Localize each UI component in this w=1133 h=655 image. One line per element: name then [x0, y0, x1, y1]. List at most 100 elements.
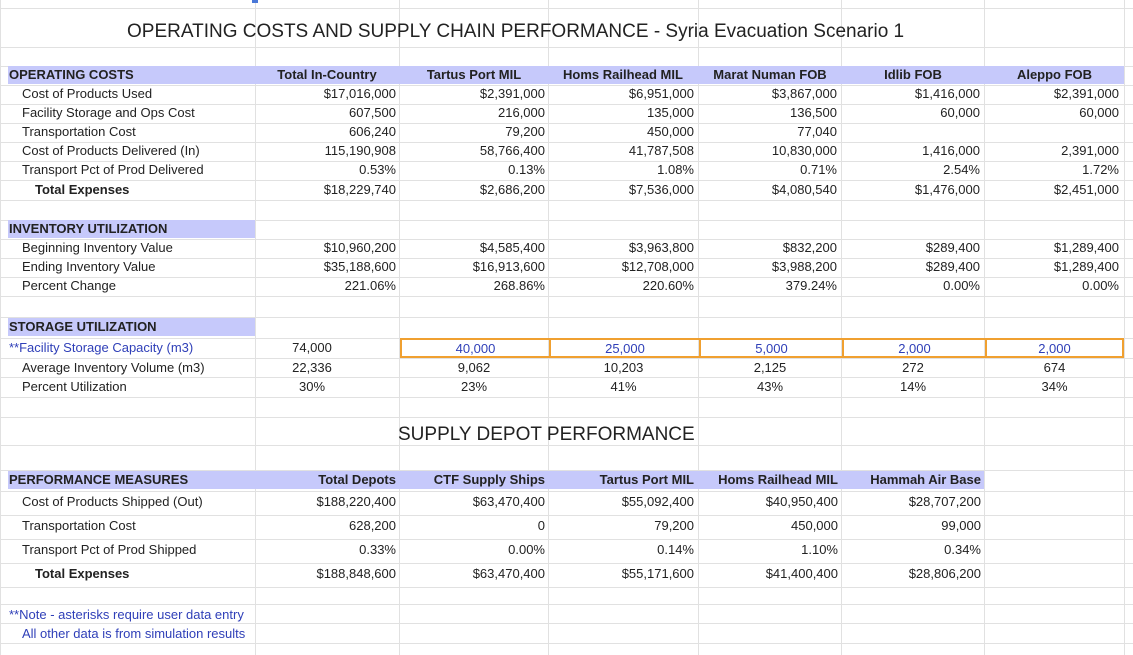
data-cell: $3,988,200: [771, 259, 837, 274]
data-cell: 1.08%: [657, 162, 694, 177]
row-label: Total Expenses: [35, 566, 130, 581]
data-cell: $17,016,000: [323, 86, 396, 101]
data-cell: 268.86%: [493, 278, 545, 293]
cell-cursor-marker: [252, 0, 258, 3]
data-cell: $3,867,000: [771, 86, 837, 101]
capacity-input-cell[interactable]: 2,000: [842, 338, 985, 358]
row-label: Transport Pct of Prod Shipped: [22, 542, 197, 557]
data-cell: 43%: [756, 379, 784, 394]
data-cell: 58,766,400: [479, 143, 545, 158]
data-cell: $3,963,800: [628, 240, 694, 255]
data-cell: $63,470,400: [472, 494, 545, 509]
data-cell: [842, 123, 980, 141]
data-cell: 379.24%: [785, 278, 837, 293]
data-cell: $41,400,400: [765, 566, 838, 581]
data-cell: $12,708,000: [621, 259, 694, 274]
data-cell: $2,391,000: [479, 86, 545, 101]
data-cell: $55,092,400: [621, 494, 694, 509]
data-cell: 23%: [460, 379, 488, 394]
data-cell: 0.34%: [944, 542, 981, 557]
col-header-6: Aleppo FOB: [1016, 67, 1093, 82]
data-cell: 0.00%: [1082, 278, 1119, 293]
row-label: **Facility Storage Capacity (m3): [9, 340, 194, 355]
col-header-5: Idlib FOB: [884, 67, 942, 82]
data-cell: 74,000: [292, 340, 332, 355]
col-header-2: Tartus Port MIL: [426, 67, 522, 82]
data-cell: 0.14%: [657, 542, 694, 557]
data-cell: 628,200: [349, 518, 396, 533]
data-cell: 22,336: [292, 360, 332, 375]
data-cell: 674: [1043, 360, 1066, 375]
data-cell: 0.53%: [359, 162, 396, 177]
depot-title: SUPPLY DEPOT PERFORMANCE: [398, 424, 695, 445]
row-label: Beginning Inventory Value: [22, 240, 173, 255]
data-cell: 216,000: [498, 105, 545, 120]
data-cell: $10,960,200: [323, 240, 396, 255]
data-cell: $289,400: [925, 240, 980, 255]
operating-header-band: [8, 66, 1124, 84]
data-cell: 14%: [899, 379, 927, 394]
data-cell: 79,200: [654, 518, 694, 533]
operating-header: OPERATING COSTS: [9, 67, 134, 82]
row-label: Ending Inventory Value: [22, 259, 156, 274]
data-cell: 136,500: [790, 105, 837, 120]
capacity-input-cell[interactable]: 40,000: [400, 338, 549, 358]
data-cell: 0.13%: [508, 162, 545, 177]
data-cell: $2,391,000: [1053, 86, 1119, 101]
row-label: Facility Storage and Ops Cost: [22, 105, 195, 120]
perf-col-header-3: Tartus Port MIL: [599, 472, 694, 487]
note-line-2: All other data is from simulation result…: [22, 626, 246, 641]
data-cell: 115,190,908: [324, 143, 396, 158]
data-cell: $289,400: [925, 259, 980, 274]
row-label: Average Inventory Volume (m3): [22, 360, 205, 375]
data-cell: $2,686,200: [479, 182, 545, 197]
data-cell: $7,536,000: [628, 182, 694, 197]
data-cell: $40,950,400: [765, 494, 838, 509]
data-cell: $1,289,400: [1053, 240, 1119, 255]
data-cell: $18,229,740: [323, 182, 396, 197]
data-cell: $1,416,000: [914, 86, 980, 101]
capacity-input-cell[interactable]: 2,000: [985, 338, 1124, 358]
data-cell: $55,171,600: [621, 566, 694, 581]
data-cell: 41,787,508: [628, 143, 694, 158]
data-cell: $832,200: [782, 240, 837, 255]
capacity-input-cell[interactable]: 5,000: [699, 338, 842, 358]
data-cell: 30%: [298, 379, 326, 394]
row-label: Cost of Products Used: [22, 86, 153, 101]
data-cell: 10,830,000: [771, 143, 837, 158]
data-cell: $1,289,400: [1053, 259, 1119, 274]
data-cell: 77,040: [797, 124, 837, 139]
data-cell: 221.06%: [344, 278, 396, 293]
data-cell: $16,913,600: [472, 259, 545, 274]
data-cell: $2,451,000: [1053, 182, 1119, 197]
row-label: Percent Utilization: [22, 379, 127, 394]
data-cell: 9,062: [457, 360, 491, 375]
data-cell: 99,000: [941, 518, 981, 533]
data-cell: 220.60%: [642, 278, 694, 293]
data-cell: 41%: [610, 379, 637, 394]
data-cell: $63,470,400: [472, 566, 545, 581]
data-cell: 2,125: [753, 360, 787, 375]
data-cell: [985, 123, 1119, 141]
data-cell: 1.10%: [801, 542, 838, 557]
data-cell: $6,951,000: [628, 86, 694, 101]
data-cell: 10,203: [603, 360, 644, 375]
note-line-1: **Note - asterisks require user data ent…: [9, 607, 244, 622]
data-cell: 1.72%: [1082, 162, 1119, 177]
row-label: Transportation Cost: [22, 124, 136, 139]
perf-col-header-4: Homs Railhead MIL: [718, 472, 838, 487]
row-label: Percent Change: [22, 278, 116, 293]
data-cell: 2.54%: [943, 162, 980, 177]
col-header-3: Homs Railhead MIL: [563, 67, 683, 82]
data-cell: 0.00%: [508, 542, 545, 557]
data-cell: 79,200: [505, 124, 545, 139]
data-cell: $188,848,600: [316, 566, 396, 581]
data-cell: $4,080,540: [771, 182, 837, 197]
data-cell: $188,220,400: [316, 494, 396, 509]
capacity-input-cell[interactable]: 25,000: [549, 338, 699, 358]
col-header-4: Marat Numan FOB: [713, 67, 827, 82]
data-cell: $28,806,200: [908, 566, 981, 581]
data-cell: $28,707,200: [908, 494, 981, 509]
data-cell: $1,476,000: [914, 182, 980, 197]
